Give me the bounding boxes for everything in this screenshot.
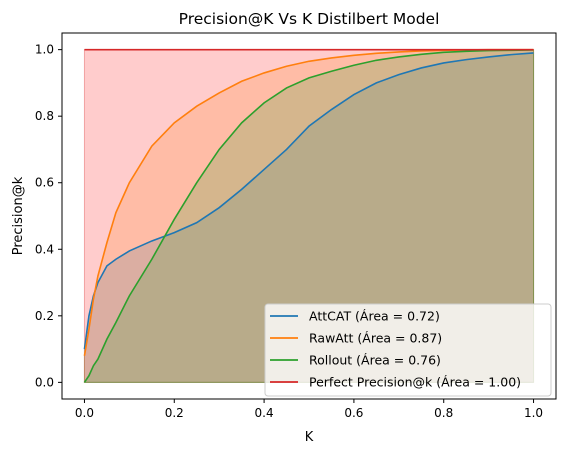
x-tick-label: 0.0 — [75, 406, 94, 420]
series-lines — [83, 48, 534, 383]
y-tick-label: 0.6 — [35, 176, 54, 190]
legend-label: AttCAT (Área = 0.72) — [309, 309, 440, 324]
y-axis-ticks: 0.0 0.2 0.4 0.6 0.8 1.0 — [35, 43, 62, 389]
legend-label: RawAtt (Área = 0.87) — [309, 331, 442, 346]
chart-title: Precision@K Vs K Distilbert Model — [179, 10, 440, 28]
y-tick-label: 0.8 — [35, 109, 54, 123]
series-line-attcat — [83, 52, 534, 350]
legend-label: Perfect Precision@k (Área = 1.00) — [309, 375, 521, 390]
x-axis-label: K — [305, 430, 314, 445]
x-tick-label: 0.8 — [434, 406, 453, 420]
y-tick-label: 1.0 — [35, 43, 54, 57]
legend-label: Rollout (Área = 0.76) — [309, 353, 441, 368]
legend: AttCAT (Área = 0.72) RawAtt (Área = 0.87)… — [264, 303, 552, 397]
plot-frame — [61, 32, 557, 400]
x-axis-ticks: 0.0 0.2 0.4 0.6 0.8 1.0 — [75, 399, 543, 420]
y-tick-label: 0.4 — [35, 242, 54, 256]
x-tick-label: 0.4 — [255, 406, 274, 420]
y-tick-label: 0.0 — [35, 375, 54, 389]
x-tick-label: 0.6 — [344, 406, 363, 420]
y-tick-label: 0.2 — [35, 309, 54, 323]
series-line-rollout — [83, 49, 534, 383]
x-tick-label: 0.2 — [165, 406, 184, 420]
x-tick-label: 1.0 — [524, 406, 543, 420]
legend-box — [264, 303, 552, 397]
y-axis-label: Precision@k — [11, 176, 26, 255]
area-fills — [83, 49, 535, 383]
